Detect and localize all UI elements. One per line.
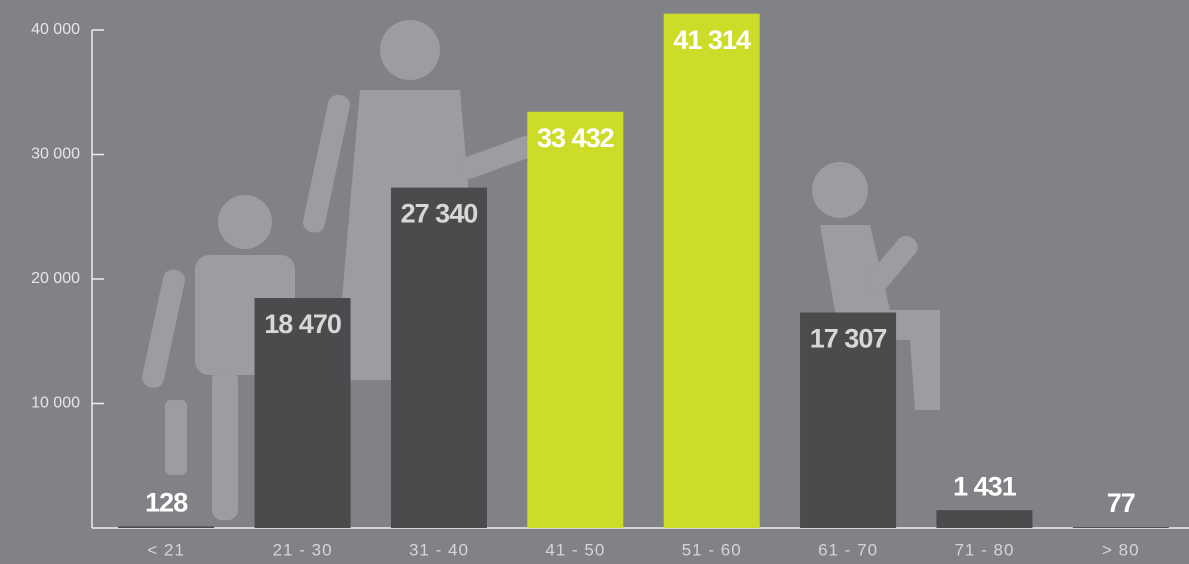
x-tick-label: 41 - 50 <box>545 540 605 559</box>
bar <box>1072 527 1169 528</box>
x-tick-label: < 21 <box>147 540 185 559</box>
bar <box>254 298 351 528</box>
value-label: 128 <box>145 488 188 518</box>
x-tick-label: 51 - 60 <box>682 540 742 559</box>
value-label: 27 340 <box>401 199 478 229</box>
value-label: 77 <box>1107 488 1135 518</box>
y-tick-label: 10 000 <box>31 395 80 412</box>
y-tick-label: 30 000 <box>31 146 80 163</box>
x-tick-label: 61 - 70 <box>818 540 878 559</box>
bar <box>527 111 624 528</box>
x-tick-label: > 80 <box>1102 540 1140 559</box>
bar <box>390 187 487 528</box>
value-label: 41 314 <box>673 25 751 55</box>
value-label: 33 432 <box>537 123 614 153</box>
y-tick-label: 20 000 <box>31 270 80 287</box>
value-label: 18 470 <box>264 309 341 339</box>
bar <box>800 312 897 528</box>
bar <box>663 13 760 529</box>
x-tick-label: 71 - 80 <box>954 540 1014 559</box>
x-tick-label: 21 - 30 <box>273 540 333 559</box>
x-tick-label: 31 - 40 <box>409 540 469 559</box>
bar <box>118 526 215 528</box>
y-tick-label: 40 000 <box>31 21 80 38</box>
value-label: 17 307 <box>810 324 887 354</box>
value-label: 1 431 <box>953 471 1017 501</box>
bar <box>936 510 1033 528</box>
